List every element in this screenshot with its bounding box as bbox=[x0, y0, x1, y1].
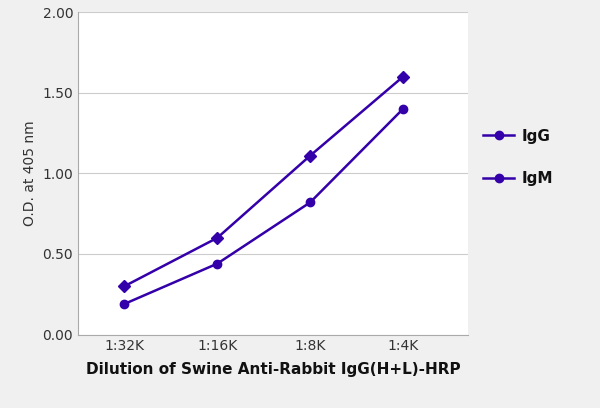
Legend: IgG, IgM: IgG, IgM bbox=[484, 129, 553, 186]
IgG bbox=[214, 235, 221, 240]
IgG bbox=[121, 284, 128, 289]
IgM bbox=[307, 200, 314, 205]
X-axis label: Dilution of Swine Anti-Rabbit IgG(H+L)-HRP: Dilution of Swine Anti-Rabbit IgG(H+L)-H… bbox=[86, 362, 460, 377]
IgM bbox=[400, 106, 407, 111]
IgM bbox=[214, 261, 221, 266]
IgG bbox=[400, 74, 407, 79]
Line: IgG: IgG bbox=[120, 73, 407, 290]
IgM bbox=[121, 302, 128, 306]
Y-axis label: O.D. at 405 nm: O.D. at 405 nm bbox=[23, 121, 37, 226]
Line: IgM: IgM bbox=[120, 105, 407, 308]
IgG bbox=[307, 153, 314, 158]
